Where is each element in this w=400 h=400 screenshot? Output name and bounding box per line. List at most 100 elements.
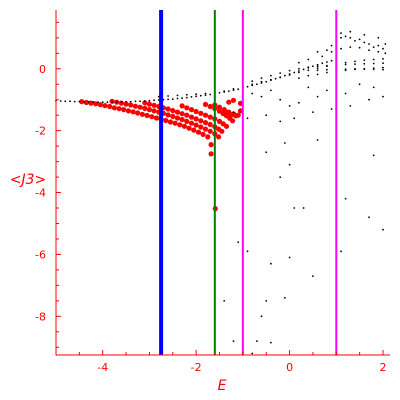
data-point <box>190 96 193 98</box>
data-point <box>227 90 230 92</box>
data-point <box>316 139 319 141</box>
data-point <box>170 108 176 114</box>
data-point <box>73 100 76 103</box>
data-point <box>87 101 90 103</box>
data-point <box>193 108 199 115</box>
data-point <box>246 117 249 120</box>
data-point <box>223 109 230 115</box>
data-point <box>134 100 137 103</box>
data-point <box>142 105 148 111</box>
data-point <box>260 95 263 98</box>
data-point <box>102 103 108 109</box>
data-point <box>228 112 234 118</box>
data-point <box>208 151 214 157</box>
data-point <box>363 33 366 36</box>
y-tick-label: -8 <box>35 310 46 323</box>
data-point <box>151 102 157 108</box>
data-point <box>88 100 94 106</box>
data-point <box>163 117 169 124</box>
data-point <box>270 78 272 81</box>
data-point <box>354 67 356 70</box>
data-point <box>93 101 99 107</box>
data-point <box>232 340 235 342</box>
data-point <box>316 95 319 98</box>
data-point <box>237 241 240 244</box>
data-point <box>111 101 113 104</box>
data-point <box>246 250 249 253</box>
data-point <box>288 256 291 259</box>
data-point <box>184 105 190 111</box>
x-tick-label: 2 <box>379 361 386 374</box>
data-point <box>223 123 230 129</box>
data-point <box>307 58 310 61</box>
data-point <box>265 300 268 302</box>
data-point <box>384 52 387 55</box>
data-point <box>363 68 366 70</box>
data-point <box>120 101 123 103</box>
data-point <box>368 216 370 219</box>
data-point <box>230 97 237 103</box>
data-point <box>128 102 134 108</box>
data-point <box>188 120 195 126</box>
data-point <box>382 58 384 60</box>
data-point <box>298 101 300 104</box>
data-point <box>288 163 291 166</box>
data-point <box>368 43 370 45</box>
data-point <box>237 108 244 114</box>
data-point <box>181 123 188 129</box>
data-point <box>146 101 152 107</box>
data-point <box>288 74 291 76</box>
data-point <box>207 103 213 110</box>
data-point <box>205 134 211 140</box>
data-point <box>179 116 185 123</box>
data-point <box>349 105 352 107</box>
data-point <box>176 94 179 97</box>
data-point <box>216 108 223 114</box>
data-point <box>298 71 300 74</box>
data-point <box>174 115 181 121</box>
data-point <box>123 101 129 107</box>
data-point <box>101 101 104 104</box>
data-point <box>151 108 157 114</box>
x-tick-label: -4 <box>97 361 108 374</box>
data-point <box>204 94 207 96</box>
data-point <box>153 99 156 102</box>
data-point <box>193 122 199 128</box>
data-point <box>174 109 181 115</box>
data-point <box>372 46 375 48</box>
data-point <box>260 80 263 83</box>
data-point <box>302 207 305 209</box>
x-tick-label: 0 <box>286 361 293 374</box>
data-point <box>188 107 195 113</box>
data-point <box>312 65 314 68</box>
data-point <box>198 124 204 130</box>
data-point <box>107 103 113 110</box>
data-point <box>382 62 384 65</box>
data-point <box>171 98 174 100</box>
data-point <box>330 59 333 62</box>
data-point <box>195 129 202 135</box>
data-point <box>265 80 268 83</box>
data-point <box>344 61 347 64</box>
data-point <box>279 72 282 74</box>
y-tick-label: -6 <box>35 248 46 261</box>
data-point <box>199 94 202 97</box>
data-point <box>184 118 190 124</box>
data-point <box>223 300 226 302</box>
data-point <box>349 46 352 48</box>
data-point <box>358 83 361 86</box>
data-point <box>384 43 387 45</box>
data-point <box>170 113 176 119</box>
data-point <box>146 107 152 113</box>
data-point <box>368 98 370 101</box>
data-point <box>372 154 375 157</box>
data-point <box>144 112 150 119</box>
data-point <box>179 103 185 109</box>
data-point <box>270 74 272 77</box>
data-point <box>298 70 300 72</box>
data-point <box>179 111 185 117</box>
x-axis-title: E <box>218 378 227 394</box>
data-point <box>298 61 300 64</box>
data-point <box>270 341 272 344</box>
data-point <box>172 120 178 126</box>
